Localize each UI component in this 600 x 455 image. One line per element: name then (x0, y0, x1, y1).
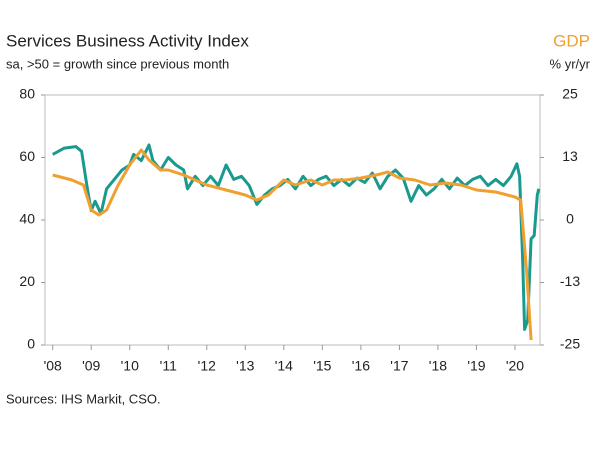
series-line (52, 148, 533, 341)
x-tick-label: '15 (313, 358, 331, 374)
y2-tick-label: 25 (562, 86, 578, 102)
x-tick-label: '10 (121, 358, 139, 374)
y-tick-label: 20 (19, 273, 35, 289)
x-tick-label: '12 (198, 358, 216, 374)
x-tick-label: '16 (352, 358, 370, 374)
y2-tick-label: -13 (560, 273, 580, 289)
y2-title: GDP (553, 31, 590, 50)
y-tick-label: 60 (19, 148, 35, 164)
x-tick-label: '13 (236, 358, 254, 374)
y-tick-label: 40 (19, 211, 35, 227)
x-tick-label: '09 (82, 358, 100, 374)
y2-tick-label: -25 (560, 336, 580, 352)
source-note: Sources: IHS Markit, CSO. (6, 391, 161, 406)
y2-subtitle: % yr/yr (550, 56, 591, 71)
x-tick-label: '14 (275, 358, 293, 374)
x-tick-label: '08 (44, 358, 62, 374)
y-tick-label: 0 (27, 336, 35, 352)
x-tick-label: '19 (467, 358, 485, 374)
x-tick-label: '17 (390, 358, 408, 374)
chart-subtitle: sa, >50 = growth since previous month (6, 56, 229, 71)
x-tick-label: '18 (429, 358, 447, 374)
x-tick-label: '11 (160, 358, 177, 374)
y2-tick-label: 13 (562, 148, 578, 164)
chart-title: Services Business Activity Index (6, 31, 249, 50)
plot-frame (44, 94, 541, 346)
x-tick-label: '20 (506, 358, 524, 374)
y2-tick-label: 0 (566, 211, 574, 227)
y-tick-label: 80 (19, 86, 35, 102)
